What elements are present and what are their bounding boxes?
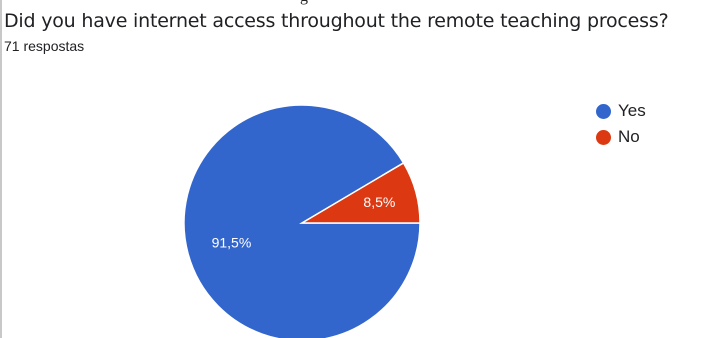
slice-label-no: 8,5% (363, 194, 395, 210)
pie-slice-no[interactable] (299, 161, 421, 224)
legend-label-yes: Yes (618, 101, 646, 120)
legend-item-no[interactable]: No (596, 124, 646, 150)
legend-label-no: No (618, 127, 640, 146)
left-border (0, 0, 2, 338)
legend-item-yes[interactable]: Yes (596, 98, 646, 124)
legend-swatch-no (596, 129, 611, 145)
cropped-caption-fragment: g (300, 0, 308, 6)
pie-slice-yes[interactable] (183, 104, 421, 338)
response-count: 71 respostas (4, 38, 85, 54)
legend: Yes No (596, 98, 646, 150)
pie-labels: 91,5% 8,5% (212, 194, 396, 250)
legend-swatch-yes (596, 103, 611, 119)
slice-label-yes: 91,5% (212, 234, 252, 250)
question-title: Did you have internet access throughout … (4, 10, 669, 32)
pie-slices (183, 104, 421, 338)
